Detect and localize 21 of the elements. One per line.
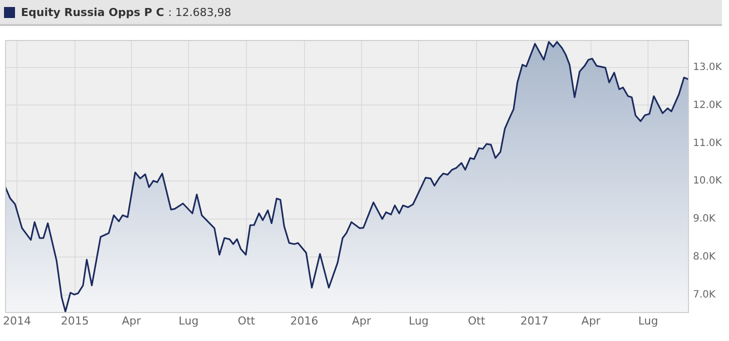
x-tick-label: Lug — [178, 314, 199, 328]
x-tick-label: 2017 — [520, 314, 548, 328]
legend-label: Equity Russia Opps P C — [21, 6, 164, 18]
x-tick-label: 2016 — [290, 314, 318, 328]
y-tick-label: 11.0K — [693, 138, 722, 149]
y-tick-label: 12.0K — [693, 100, 722, 111]
x-tick-label: Apr — [581, 314, 601, 328]
x-tick-label: 2015 — [60, 314, 89, 328]
x-tick-label: Apr — [122, 314, 142, 328]
y-tick-label: 13.0K — [693, 62, 722, 73]
y-tick-label: 8.0K — [693, 252, 716, 263]
y-tick-label: 10.0K — [693, 176, 722, 187]
x-tick-label: Ott — [238, 314, 256, 328]
x-tick-label: 2014 — [2, 314, 31, 328]
x-tick-label: Ott — [468, 314, 486, 328]
x-tick-label: Lug — [638, 314, 658, 328]
text: : 12.683,98 — [168, 6, 232, 18]
y-tick-label: 7.0K — [693, 290, 716, 301]
x-tick-label: Lug — [408, 314, 429, 328]
x-tick-label: Apr — [352, 314, 372, 328]
y-tick-label: 9.0K — [693, 214, 716, 225]
